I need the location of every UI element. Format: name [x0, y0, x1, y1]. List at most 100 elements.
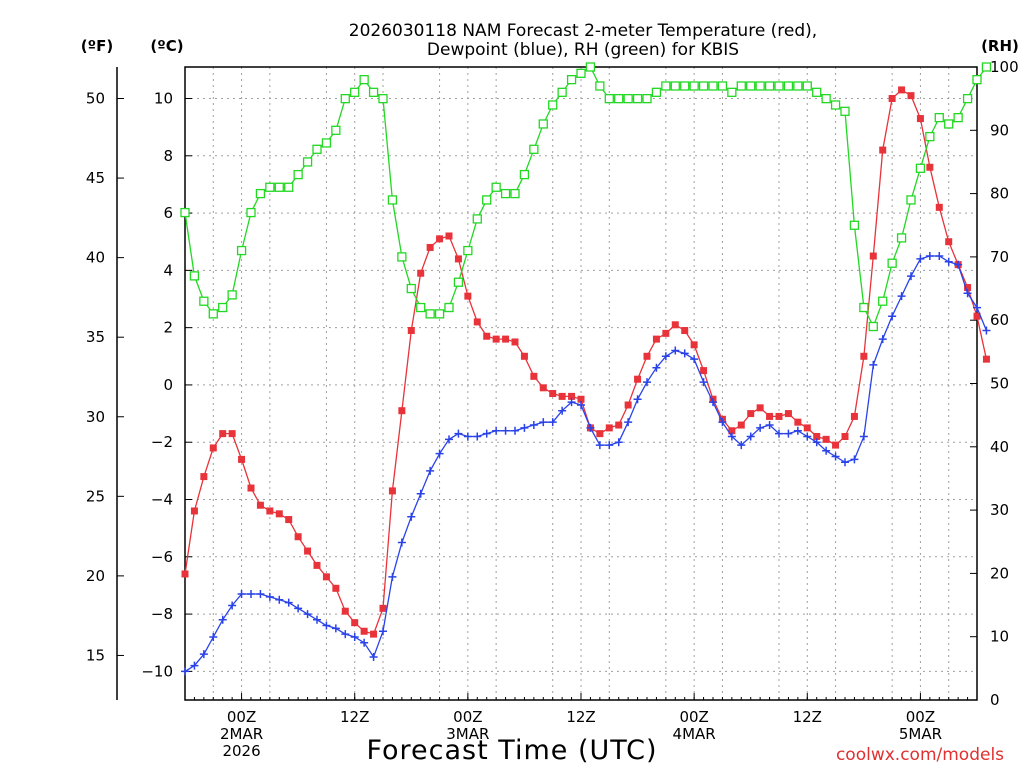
temperature-point [502, 335, 510, 343]
rh-point [717, 81, 728, 91]
temperature-point [181, 570, 189, 578]
axes: −10 −8 −6 −4 −2 0 2 4 6 8 10 15 20 25 30 35 40 45 50 0 10 20 3… [86, 58, 1019, 760]
rh-point [500, 188, 511, 199]
dewpoint-point [529, 421, 538, 430]
temperature-point [304, 547, 312, 555]
fahrenheit-unit-label: (ºF) [81, 37, 113, 55]
dewpoint-point [963, 289, 972, 298]
x-tick-label: 2026 [222, 742, 260, 760]
dewpoint-point [850, 455, 859, 464]
dewpoint-point [228, 601, 237, 610]
temperature-point [492, 335, 500, 343]
dewpoint-point [294, 604, 303, 613]
rh-point [934, 112, 944, 123]
dewpoint-point [454, 429, 463, 438]
temperature-point [860, 352, 868, 360]
dewpoint-point [313, 615, 321, 624]
fahrenheit-tick-label: 45 [86, 169, 105, 187]
celsius-tick-label: 0 [163, 376, 173, 394]
rh-point [321, 138, 332, 148]
x-tick-label: 2MAR [220, 725, 263, 743]
rh-point [340, 94, 350, 104]
temperature-point [351, 619, 359, 627]
series-dewpoint [181, 252, 991, 676]
fahrenheit-tick-label: 30 [86, 408, 105, 426]
dewpoint-point [690, 355, 699, 364]
celsius-tick-label: −4 [151, 491, 173, 509]
temperature-point [756, 404, 764, 412]
rh-point [896, 233, 907, 243]
rh-point [727, 87, 737, 97]
rh-point [416, 302, 426, 313]
rh-point [840, 106, 850, 116]
rh-tick-label: 30 [990, 501, 1009, 519]
rh-point [199, 296, 209, 306]
rh-point [510, 188, 520, 199]
fahrenheit-tick-label: 50 [86, 90, 105, 108]
temperature-point [558, 392, 566, 400]
rh-point [623, 94, 633, 104]
temperature-point [473, 318, 481, 326]
dewpoint-point [633, 395, 642, 404]
dewpoint-point [350, 632, 359, 641]
dewpoint-point [907, 272, 915, 281]
temperature-point [266, 507, 274, 515]
rh-point [482, 195, 492, 205]
x-tick-label: 3MAR [446, 725, 489, 743]
rh-tick-label: 70 [990, 248, 1009, 266]
temperature-point [964, 284, 972, 292]
temperature-point [803, 424, 811, 432]
temperature-point [652, 335, 660, 343]
dewpoint-point [595, 441, 604, 450]
fahrenheit-tick-label: 15 [86, 646, 105, 664]
temperature-point [888, 95, 896, 103]
rh-tick-label: 50 [990, 375, 1009, 393]
dewpoint-point [539, 418, 548, 427]
temperature-point [775, 412, 783, 420]
rh-point [972, 75, 982, 85]
temperature-point [238, 455, 246, 463]
x-tick-label: 00Z [227, 708, 256, 726]
temperature-point [822, 435, 830, 443]
x-axis-label: Forecast Time (UTC) [366, 735, 657, 766]
rh-point [218, 302, 228, 313]
dewpoint-point [445, 435, 453, 444]
rh-point [548, 100, 558, 110]
dewpoint-point [482, 429, 491, 438]
dewpoint-point [435, 449, 444, 458]
rh-point [397, 252, 407, 262]
dewpoint-point [756, 423, 765, 432]
rh-point [642, 94, 652, 104]
dewpoint-point [247, 590, 255, 599]
fahrenheit-tick-label: 40 [86, 249, 105, 267]
dewpoint-point [586, 423, 595, 432]
celsius-tick-label: −8 [151, 605, 173, 623]
rh-point [189, 271, 200, 281]
dewpoint-point [727, 432, 736, 441]
temperature-point [832, 441, 840, 449]
dewpoint-point [982, 326, 991, 335]
chart-title-line2: Dewpoint (blue), RH (green) for KBIS [427, 40, 739, 60]
rh-point [746, 81, 756, 91]
temperature-point [596, 430, 604, 438]
temperature-point [577, 395, 585, 403]
temperature-point [200, 473, 208, 481]
dewpoint-point [680, 349, 689, 358]
temperature-point [916, 115, 924, 123]
dewpoint-point [775, 429, 783, 438]
temperature-point [841, 432, 849, 440]
temperature-point [464, 292, 472, 300]
rh-point [755, 81, 765, 91]
temperature-point [549, 390, 557, 398]
rh-point [849, 220, 860, 230]
temperature-point [322, 573, 330, 581]
dewpoint-point [878, 335, 887, 344]
temperature-point [747, 410, 755, 418]
dewpoint-point [812, 438, 821, 447]
dewpoint-point [925, 252, 934, 261]
temperature-point [388, 487, 396, 495]
celsius-tick-label: 2 [163, 319, 173, 337]
rh-tick-label: 0 [990, 691, 1000, 709]
rh-point [425, 309, 435, 319]
